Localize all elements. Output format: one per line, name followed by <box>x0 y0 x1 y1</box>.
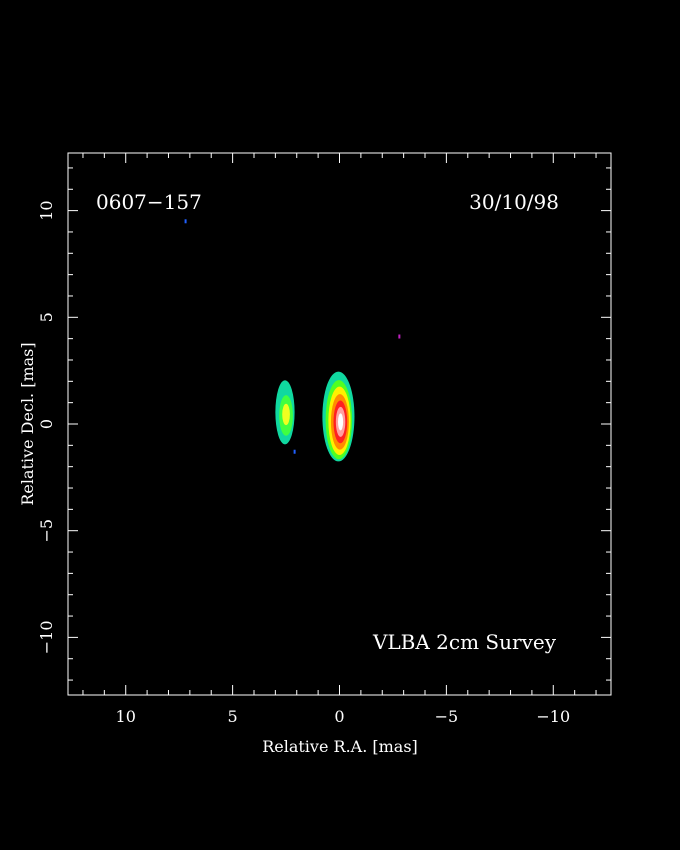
y-tick-label: 5 <box>37 312 56 322</box>
x-tick-label: 0 <box>334 707 344 726</box>
noise-speck-1 <box>293 449 296 454</box>
axis-ticks <box>68 153 611 695</box>
x-tick-label: −10 <box>536 707 570 726</box>
emission-level-1-2 <box>282 403 290 426</box>
x-tick-label: −5 <box>435 707 459 726</box>
noise-speck-2 <box>398 334 401 339</box>
y-tick-label: 10 <box>37 200 56 220</box>
x-axis-label: Relative R.A. [mas] <box>262 737 418 756</box>
x-tick-label: 5 <box>228 707 238 726</box>
y-axis-label: Relative Decl. [mas] <box>18 342 37 505</box>
x-tick-labels: 10 5 0 −5 −10 <box>116 707 571 726</box>
noise-speck-0 <box>184 219 187 224</box>
y-tick-label: −5 <box>37 519 56 543</box>
x-tick-label: 10 <box>116 707 136 726</box>
source-label: 0607−157 <box>96 190 202 214</box>
y-tick-label: −10 <box>37 621 56 655</box>
emission-layer <box>275 371 355 462</box>
date-label: 30/10/98 <box>469 190 559 214</box>
y-tick-labels: 10 5 0 −5 −10 <box>37 200 56 654</box>
survey-label: VLBA 2cm Survey <box>372 630 557 654</box>
y-tick-label: 0 <box>37 419 56 429</box>
emission-level-0-6 <box>338 413 344 431</box>
specks-layer <box>184 219 401 454</box>
